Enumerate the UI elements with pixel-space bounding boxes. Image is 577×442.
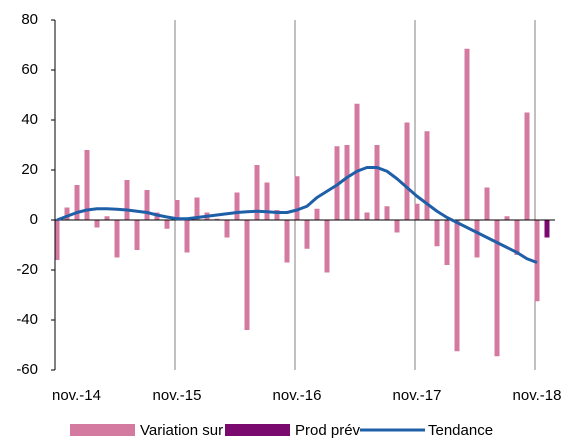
bar xyxy=(374,145,380,220)
bar xyxy=(174,200,180,220)
bar xyxy=(274,210,280,220)
legend-label: Prod prév xyxy=(295,422,361,439)
bar xyxy=(494,220,500,357)
bar xyxy=(224,220,230,238)
bar xyxy=(544,220,550,238)
bar xyxy=(454,220,460,352)
bar xyxy=(144,190,150,220)
bar xyxy=(324,220,330,273)
bar xyxy=(54,220,60,260)
bar xyxy=(254,165,260,220)
y-tick-label: 60 xyxy=(21,61,38,78)
bar xyxy=(294,176,300,220)
legend-label: Variation sur m-1 xyxy=(140,422,253,439)
legend-swatch xyxy=(225,424,290,436)
bar xyxy=(484,187,490,220)
bar xyxy=(474,220,480,258)
bar xyxy=(124,180,130,220)
bar xyxy=(514,220,520,255)
bar xyxy=(364,212,370,220)
bar xyxy=(244,220,250,330)
x-tick-label: nov.-18 xyxy=(513,387,562,404)
bar xyxy=(354,103,360,220)
bar xyxy=(404,122,410,220)
bar xyxy=(104,216,110,220)
bar xyxy=(434,220,440,247)
y-tick-label: 80 xyxy=(21,11,38,28)
bar xyxy=(424,131,430,220)
bar xyxy=(344,145,350,220)
bar xyxy=(64,207,70,220)
bar xyxy=(384,206,390,220)
bar xyxy=(234,192,240,220)
bar xyxy=(334,146,340,220)
bar xyxy=(284,220,290,263)
bar xyxy=(84,150,90,220)
bar xyxy=(214,218,220,220)
bar xyxy=(504,216,510,220)
bar xyxy=(314,208,320,220)
y-tick-label: 40 xyxy=(21,111,38,128)
x-tick-label: nov.-16 xyxy=(273,387,322,404)
bar xyxy=(264,182,270,220)
bar xyxy=(534,220,540,302)
bar xyxy=(524,112,530,220)
y-tick-label: 20 xyxy=(21,161,38,178)
bar xyxy=(304,220,310,249)
bar xyxy=(184,220,190,253)
bar xyxy=(464,48,470,220)
bar xyxy=(94,220,100,228)
trend-line xyxy=(56,166,538,264)
x-tick-label: nov.-15 xyxy=(153,387,202,404)
y-tick-label: -40 xyxy=(16,311,38,328)
bar xyxy=(394,220,400,233)
x-tick-label: nov.-17 xyxy=(393,387,442,404)
bar xyxy=(74,185,80,220)
bar xyxy=(194,197,200,220)
legend-label: Tendance xyxy=(428,422,493,439)
bar xyxy=(444,220,450,265)
legend-swatch xyxy=(70,424,135,436)
y-tick-label: -60 xyxy=(16,361,38,378)
bar xyxy=(164,220,170,229)
bar xyxy=(114,220,120,258)
y-tick-label: 0 xyxy=(30,211,38,228)
bar xyxy=(414,203,420,220)
x-tick-label: nov.-14 xyxy=(52,387,101,404)
y-tick-label: -20 xyxy=(16,261,38,278)
bar xyxy=(134,220,140,250)
